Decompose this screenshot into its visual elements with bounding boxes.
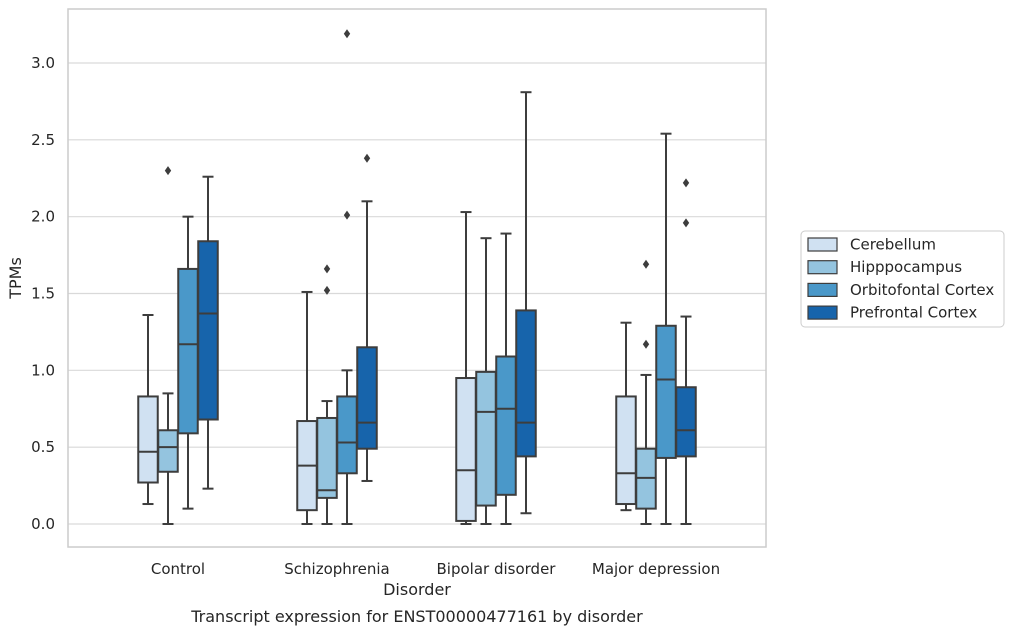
box-orbitofontal-cortex [336, 29, 358, 525]
y-axis-label: TPMs [6, 257, 25, 300]
box-hipppocampus [316, 264, 338, 525]
y-tick-label: 3.0 [31, 54, 55, 72]
legend-item: Cerebellum [807, 236, 936, 254]
legend-frame [800, 230, 1005, 328]
box-iqr [336, 395, 358, 475]
box-cerebellum [296, 290, 318, 525]
legend-items: Cerebellum Hipppocampus Orbitofontal Corte… [807, 236, 994, 322]
legend-label: Cerebellum [850, 236, 936, 254]
outlier-point [682, 218, 690, 228]
box-orbitofontal-cortex [495, 232, 517, 525]
x-axis-ticks: Control Schizophrenia Bipolar disorder Majo… [151, 560, 720, 578]
outlier-point [363, 153, 371, 163]
outlier-point [323, 285, 331, 295]
box-iqr [177, 267, 199, 435]
legend: Cerebellum Hipppocampus Orbitofontal Corte… [800, 230, 1005, 328]
box-orbitofontal-cortex [177, 215, 199, 510]
box-iqr [515, 309, 537, 458]
box-plot-area [137, 29, 697, 525]
box-prefrontal-cortex [515, 91, 537, 515]
legend-label: Hipppocampus [850, 258, 962, 276]
y-tick-label: 1.5 [31, 285, 55, 303]
outlier-point [642, 259, 650, 269]
box-iqr [316, 416, 338, 499]
outlier-point [682, 178, 690, 188]
legend-swatch [807, 282, 838, 297]
legend-swatch [807, 260, 838, 275]
outlier-point [323, 264, 331, 274]
y-axis-ticks: 0.0 0.5 1.0 1.5 2.0 2.5 3.0 [31, 54, 55, 533]
legend-swatch [807, 237, 838, 252]
outlier-point [343, 210, 351, 220]
box-iqr [137, 395, 159, 484]
box-iqr [495, 355, 517, 496]
legend-label: Prefrontal Cortex [850, 304, 977, 322]
box-iqr [615, 395, 637, 506]
box-iqr [197, 240, 219, 421]
legend-item: Hipppocampus [807, 258, 962, 276]
outlier-point [642, 339, 650, 349]
box-cerebellum [455, 211, 477, 525]
y-tick-label: 0.5 [31, 438, 55, 456]
box-iqr [356, 346, 378, 450]
x-tick-label: Bipolar disorder [437, 560, 557, 578]
y-tick-label: 2.0 [31, 208, 55, 226]
box-orbitofontal-cortex [655, 132, 677, 525]
box-iqr [455, 377, 477, 522]
legend-item: Prefrontal Cortex [807, 304, 977, 322]
box-hipppocampus [635, 259, 657, 525]
x-tick-label: Schizophrenia [284, 560, 389, 578]
legend-item: Orbitofontal Cortex [807, 281, 994, 299]
y-tick-label: 2.5 [31, 131, 55, 149]
legend-swatch [807, 305, 838, 320]
box-prefrontal-cortex [197, 175, 219, 490]
y-tick-label: 1.0 [31, 361, 55, 379]
box-prefrontal-cortex [675, 178, 697, 525]
box-iqr [157, 429, 179, 473]
legend-label: Orbitofontal Cortex [850, 281, 994, 299]
box-iqr [655, 324, 677, 459]
box-hipppocampus [157, 166, 179, 525]
box-cerebellum [137, 314, 159, 506]
box-prefrontal-cortex [356, 153, 378, 482]
x-tick-label: Major depression [592, 560, 720, 578]
x-axis-label: Disorder [383, 580, 451, 599]
box-iqr [675, 386, 697, 458]
plot-frame [67, 8, 767, 548]
box-hipppocampus [475, 237, 497, 525]
chart-caption: Transcript expression for ENST0000047716… [190, 607, 643, 626]
outlier-point [343, 29, 351, 39]
y-tick-label: 0.0 [31, 515, 55, 533]
box-iqr [475, 370, 497, 507]
box-cerebellum [615, 321, 637, 512]
outlier-point [164, 166, 172, 176]
x-tick-label: Control [151, 560, 205, 578]
